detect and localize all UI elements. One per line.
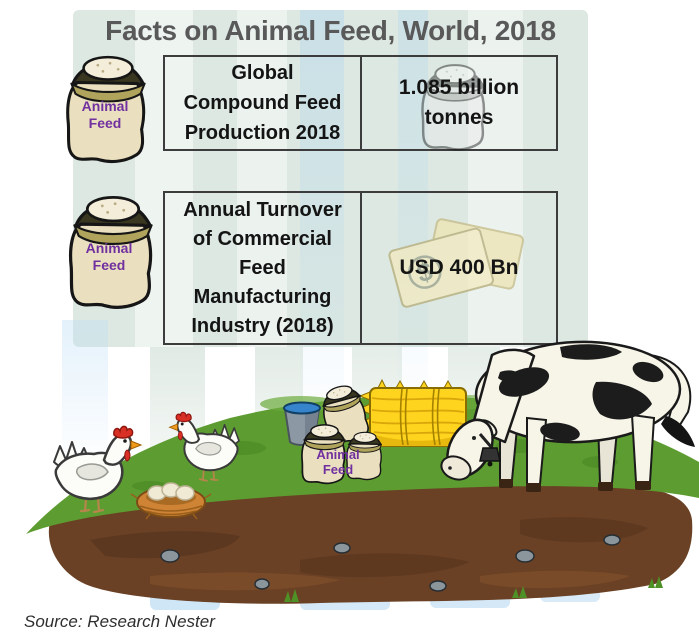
grass-tuft-icon — [284, 576, 663, 602]
fact-label-production: Global Compound Feed Production 2018 — [165, 57, 362, 149]
source-note: Source: Research Nester — [24, 612, 215, 631]
facts-table-row-production: Global Compound Feed Production 2018 1.0… — [163, 55, 558, 151]
feed-sack-label-line: Feed — [322, 462, 354, 477]
watermark-stripe — [255, 347, 303, 517]
fact-value-line: tonnes — [424, 106, 494, 129]
fact-label-line: Global — [231, 62, 294, 84]
fact-value-production: 1.085 billion tonnes — [362, 57, 556, 151]
watermark-stripe — [448, 347, 500, 497]
fact-label-line: Feed — [239, 256, 286, 279]
fact-label-line: Annual Turnover — [183, 198, 342, 221]
soil-cliff — [48, 483, 693, 604]
hen-icon — [53, 425, 143, 514]
watermark-stripe — [538, 347, 588, 487]
stone-icon — [160, 534, 621, 592]
page-title: Facts on Animal Feed, World, 2018 — [105, 15, 556, 46]
feed-sack-label-line: Animal — [81, 98, 129, 114]
money-bill-front: $ — [388, 227, 495, 308]
feed-sack-label-line: Feed — [92, 257, 126, 273]
cow-bell-icon — [478, 433, 501, 467]
fact-label-line: Production 2018 — [184, 122, 341, 144]
watermark-remnant — [150, 588, 600, 610]
egg-nest-icon — [130, 482, 212, 520]
fact-label-line: of Commercial — [193, 227, 332, 250]
feed-sack-label: Animal Feed — [66, 98, 144, 132]
cow-patches — [498, 344, 664, 442]
fact-label-line: Compound Feed — [183, 92, 342, 114]
feed-sack-label-line: Animal — [316, 447, 360, 462]
money-bills-icon: $ — [388, 218, 524, 308]
watermark-stripe — [150, 347, 205, 522]
fact-label-line: Industry (2018) — [191, 314, 334, 337]
feed-sack-label-line: Feed — [88, 115, 122, 131]
bucket-icon — [283, 401, 321, 446]
watermark-stripe — [352, 347, 402, 507]
fact-label-turnover: Annual Turnover of Commercial Feed Manuf… — [165, 193, 362, 343]
hen-icon — [168, 411, 240, 482]
feed-sack-label: Animal Feed — [306, 447, 370, 477]
fact-value-line: USD 400 Bn — [399, 256, 519, 279]
fact-label-line: Manufacturing — [193, 285, 332, 308]
fact-value-text: 1.085 billion tonnes — [399, 73, 519, 133]
fact-value-line: 1.085 billion — [398, 76, 520, 99]
hay-bale-icon — [357, 378, 467, 447]
feed-sack-label: Animal Feed — [70, 240, 148, 274]
fact-value-text: USD 400 Bn — [399, 253, 518, 283]
fact-value-turnover: $ USD 400 Bn — [362, 193, 556, 343]
facts-table-row-turnover: Annual Turnover of Commercial Feed Manuf… — [163, 191, 558, 345]
grazing-cow-icon — [440, 340, 695, 492]
feed-sack-label-line: Animal — [85, 240, 133, 256]
